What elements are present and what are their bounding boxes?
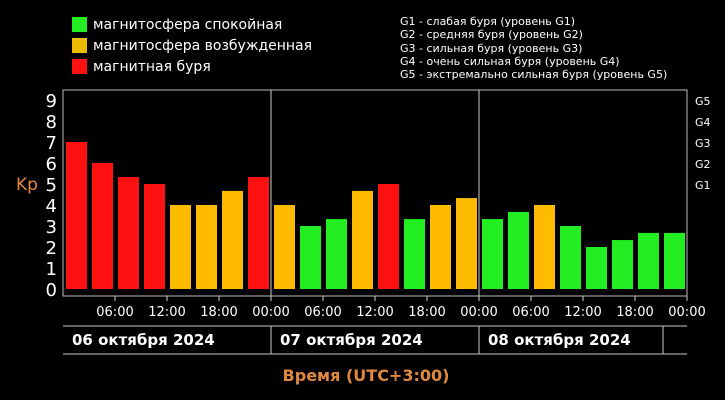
legend-label-active: магнитосфера возбужденная: [93, 37, 313, 54]
y-tick-label: 2: [46, 238, 57, 259]
legend-item-quiet: магнитосфера спокойная: [72, 14, 312, 35]
kp-bar: [326, 219, 347, 289]
x-tick-label: 06:00: [96, 305, 133, 320]
g-scale-g2: G2 - средняя буря (уровень G2): [400, 28, 583, 42]
kp-bar: [378, 184, 399, 289]
legend-label-quiet: магнитосфера спокойная: [93, 16, 283, 33]
g-axis-label: G2: [695, 158, 711, 171]
x-tick-label: 06:00: [304, 305, 341, 320]
kp-bar: [586, 247, 607, 289]
kp-bar: [222, 190, 243, 289]
x-tick-label: 06:00: [512, 305, 549, 320]
kp-bar: [196, 205, 217, 289]
y-tick-label: 0: [46, 280, 57, 301]
y-tick-label: 6: [46, 154, 57, 175]
legend-swatch-active: [72, 38, 87, 53]
kp-bar: [404, 219, 425, 289]
kp-bar: [638, 232, 659, 289]
legend-item-storm: магнитная буря: [72, 56, 312, 77]
y-tick-label: 4: [46, 196, 57, 217]
kp-bar: [534, 205, 555, 289]
day-label: 08 октября 2024: [488, 331, 631, 349]
y-tick-label: 5: [46, 175, 57, 196]
kp-bar: [482, 219, 503, 289]
x-tick-label: 18:00: [200, 305, 237, 320]
g-scale-g1: G1 - слабая буря (уровень G1): [400, 15, 576, 28]
kp-bar: [300, 226, 321, 289]
x-tick-label: 18:00: [616, 305, 653, 320]
g-axis-label: G4: [695, 116, 711, 129]
g-axis-label: G5: [695, 95, 711, 108]
kp-bar: [274, 205, 295, 289]
kp-bar: [612, 240, 633, 289]
g-axis-label: G3: [695, 137, 711, 150]
x-tick-label: 00:00: [252, 305, 289, 320]
kp-bar: [456, 198, 477, 289]
kp-bar: [664, 232, 685, 289]
kp-bar: [352, 190, 373, 289]
g-scale-g3: G3 - сильная буря (уровень G3): [400, 41, 583, 55]
g-axis-label: G1: [695, 179, 711, 192]
x-tick-label: 12:00: [356, 305, 393, 320]
x-tick-label: 00:00: [668, 305, 705, 320]
legend-swatch-quiet: [72, 17, 87, 32]
x-tick-label: 12:00: [564, 305, 601, 320]
y-tick-label: 3: [46, 217, 57, 238]
kp-bar: [66, 142, 87, 289]
y-tick-label: 9: [46, 91, 57, 112]
legend-label-storm: магнитная буря: [93, 58, 211, 75]
legend: магнитосфера спокойная магнитосфера возб…: [72, 14, 312, 77]
y-tick-label: 1: [46, 259, 57, 280]
day-label: 06 октября 2024: [72, 331, 215, 349]
y-tick-label: 7: [46, 133, 57, 154]
g-scale-g5: G5 - экстремально сильная буря (уровень …: [400, 68, 668, 82]
g-scale-g4: G4 - очень сильная буря (уровень G4): [400, 54, 620, 68]
g-scale-legend: G1 - слабая буря (уровень G1) G2 - средн…: [400, 15, 667, 81]
kp-bar: [92, 163, 113, 289]
legend-item-active: магнитосфера возбужденная: [72, 35, 312, 56]
y-tick-label: 8: [46, 112, 57, 133]
kp-bar: [430, 205, 451, 289]
kp-bar: [170, 205, 191, 289]
kp-bar: [118, 177, 139, 289]
x-tick-label: 00:00: [460, 305, 497, 320]
x-tick-label: 12:00: [148, 305, 185, 320]
legend-swatch-storm: [72, 59, 87, 74]
kp-bar: [560, 226, 581, 289]
y-axis-label: Kp: [16, 175, 38, 195]
x-tick-label: 18:00: [408, 305, 445, 320]
day-label: 07 октября 2024: [280, 331, 423, 349]
x-axis-label: Время (UTC+3:00): [283, 366, 450, 385]
kp-bar: [144, 184, 165, 289]
kp-bar: [248, 177, 269, 289]
kp-bar: [508, 211, 529, 289]
